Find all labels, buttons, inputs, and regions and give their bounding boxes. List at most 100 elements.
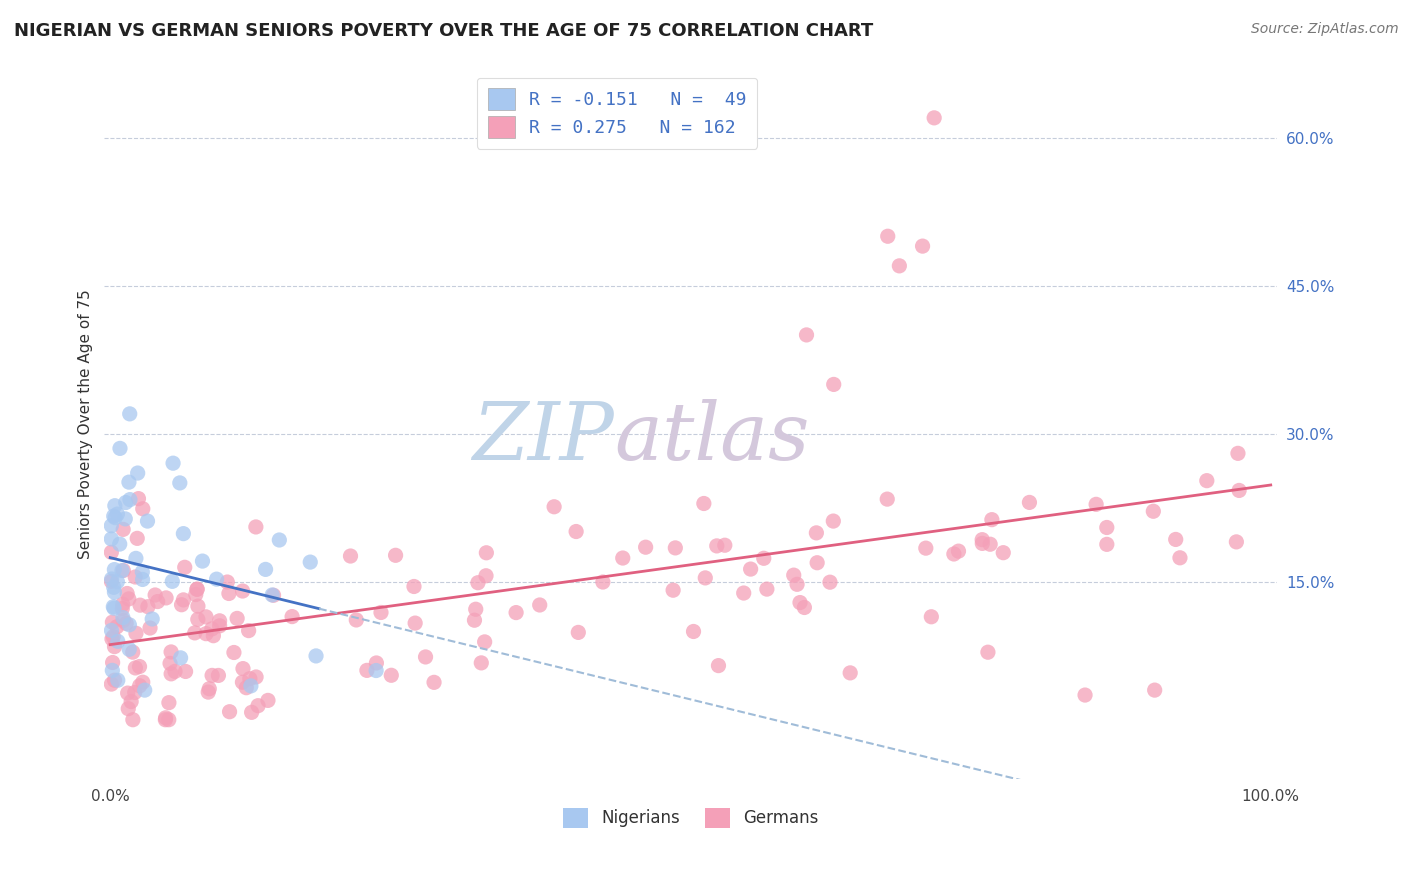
Point [806,556,828,570]
Point [942,547,965,561]
Point [131,565,153,579]
Point [218,586,240,600]
Point [195,626,218,640]
Point [103,585,125,599]
Point [172,526,194,541]
Point [160,645,183,659]
Point [366,664,388,678]
Point [118,407,141,421]
Text: ZIP: ZIP [472,400,614,476]
Point [218,705,240,719]
Point [107,673,129,688]
Point [876,492,898,507]
Point [972,533,994,547]
Point [370,606,392,620]
Point [1142,504,1164,518]
Point [172,593,194,607]
Point [197,685,219,699]
Point [101,632,124,646]
Point [205,572,228,586]
Point [980,513,1002,527]
Point [839,665,862,680]
Point [793,600,815,615]
Point [1095,537,1118,551]
Point [169,475,191,490]
Point [948,544,970,558]
Point [111,564,134,578]
Point [470,656,492,670]
Point [740,562,762,576]
Point [157,713,180,727]
Point [823,377,845,392]
Point [103,563,125,577]
Point [136,599,159,614]
Point [889,259,911,273]
Point [733,586,755,600]
Point [122,713,145,727]
Point [1085,497,1108,511]
Point [100,677,122,691]
Point [104,499,127,513]
Point [257,693,280,707]
Point [112,614,135,628]
Point [592,574,614,589]
Point [463,613,485,627]
Point [1095,520,1118,534]
Point [155,591,177,605]
Point [120,695,142,709]
Legend: Nigerians, Germans: Nigerians, Germans [555,801,825,835]
Point [103,640,125,654]
Point [132,501,155,516]
Point [159,657,181,671]
Point [254,562,277,576]
Text: atlas: atlas [614,400,810,476]
Point [118,492,141,507]
Point [714,538,737,552]
Point [115,586,138,600]
Point [222,645,245,659]
Point [1164,533,1187,547]
Point [173,560,195,574]
Point [143,588,166,602]
Point [467,575,489,590]
Point [101,664,124,678]
Point [1168,550,1191,565]
Point [170,598,193,612]
Point [104,510,127,524]
Point [783,568,806,582]
Point [127,466,149,480]
Point [111,601,134,615]
Point [128,679,150,693]
Point [112,564,135,578]
Point [1227,483,1250,498]
Point [155,711,177,725]
Point [922,111,945,125]
Point [129,598,152,612]
Point [125,551,148,566]
Point [344,613,367,627]
Point [201,622,224,636]
Point [789,596,811,610]
Point [1074,688,1097,702]
Point [208,619,231,633]
Point [305,648,328,663]
Text: NIGERIAN VS GERMAN SENIORS POVERTY OVER THE AGE OF 75 CORRELATION CHART: NIGERIAN VS GERMAN SENIORS POVERTY OVER … [14,22,873,40]
Point [115,616,138,631]
Point [662,583,685,598]
Point [155,713,177,727]
Point [356,664,378,678]
Point [187,599,209,614]
Point [823,514,845,528]
Point [232,662,254,676]
Point [141,612,163,626]
Point [565,524,588,539]
Point [127,532,149,546]
Point [198,681,221,696]
Y-axis label: Seniors Poverty Over the Age of 75: Seniors Poverty Over the Age of 75 [79,289,93,558]
Point [103,673,125,688]
Point [108,537,131,551]
Point [415,649,437,664]
Point [979,537,1001,551]
Point [118,617,141,632]
Point [114,495,136,509]
